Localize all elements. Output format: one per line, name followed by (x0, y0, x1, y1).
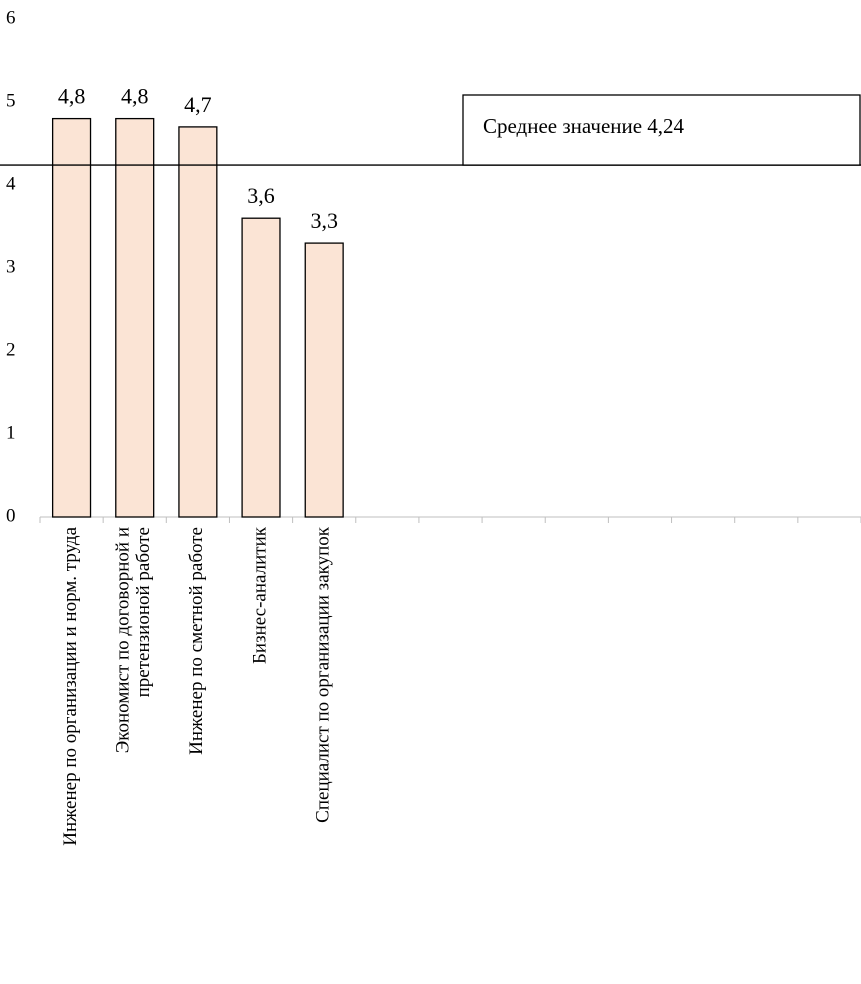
x-tick-label: Инженер по организации и норм. труда (60, 526, 81, 845)
y-tick-label: 3 (6, 256, 16, 277)
y-tick-label: 2 (6, 339, 16, 360)
y-tick-label: 4 (6, 173, 16, 194)
bar (115, 117, 155, 518)
bar (241, 217, 281, 518)
value-label: 4,8 (58, 84, 86, 109)
value-label: 3,3 (310, 208, 338, 233)
x-tick-label: Инженер по сметной работе (186, 527, 207, 755)
y-tick-label: 0 (6, 505, 16, 526)
bar (51, 117, 92, 518)
annotation-box (462, 94, 861, 166)
value-label: 3,6 (247, 183, 275, 208)
value-label: 4,8 (121, 84, 149, 109)
x-tick-label: Бизнес-аналитик (249, 526, 270, 664)
y-tick-label: 6 (6, 7, 16, 28)
annotation: Среднее значение 4,24 (483, 114, 685, 138)
x-tick-label: Экономист по договорной ипретензионой ра… (113, 527, 155, 753)
y-tick-label: 5 (6, 90, 16, 111)
bar (304, 242, 344, 518)
bar (178, 126, 218, 518)
x-tick-label: Специалист по организации закупок (313, 526, 334, 823)
y-tick-label: 1 (6, 422, 16, 443)
value-label: 4,7 (184, 92, 212, 117)
